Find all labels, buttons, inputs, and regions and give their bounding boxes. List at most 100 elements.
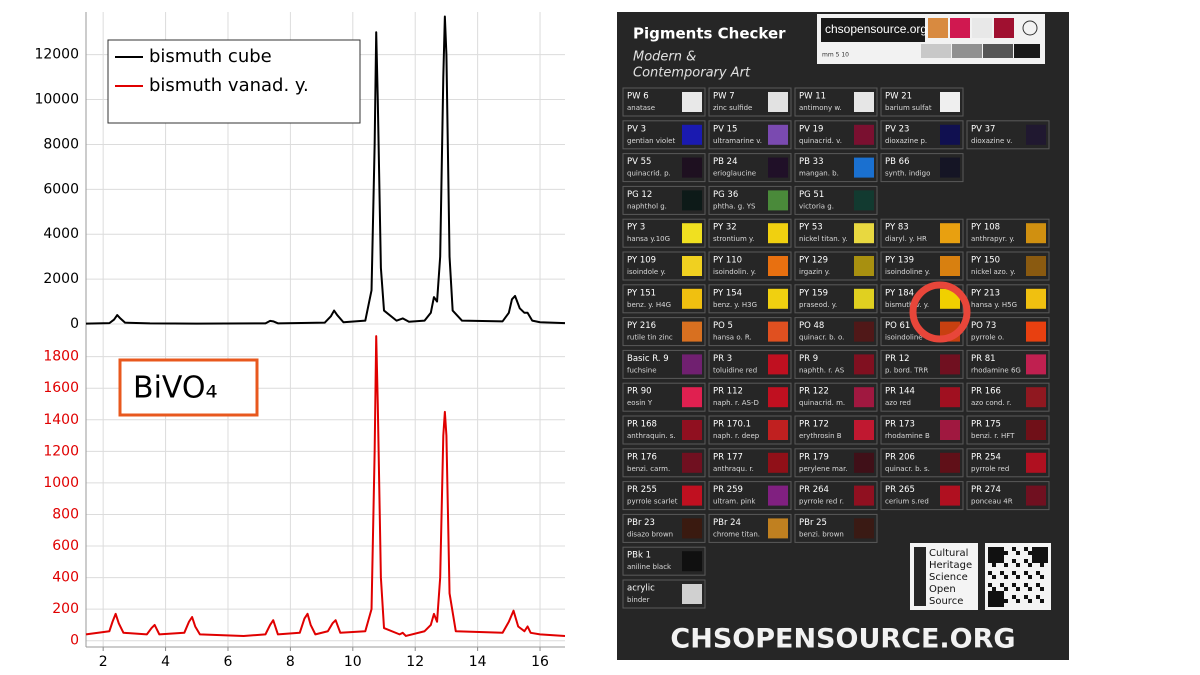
- spectrum-line: [85, 335, 566, 637]
- qr-module: [1004, 587, 1008, 591]
- pigment-code: PR 9: [799, 354, 818, 364]
- qr-module: [1024, 559, 1028, 563]
- qr-module: [988, 595, 992, 599]
- pigment-name: erythrosin B: [799, 432, 842, 440]
- pigment-code: PY 159: [799, 288, 828, 298]
- pigment-cell: [622, 579, 706, 609]
- qr-module: [992, 551, 996, 555]
- pigment-cell: [794, 481, 878, 511]
- pigment-code: PY 109: [627, 256, 656, 266]
- qr-module: [988, 599, 992, 603]
- pigment-cell: [708, 120, 792, 150]
- pigment-code: PY 139: [885, 256, 914, 266]
- pigment-cell: [966, 349, 1050, 379]
- y-tick-label: 400: [52, 570, 79, 586]
- qr-module: [988, 559, 992, 563]
- pigment-swatch: [768, 223, 788, 244]
- pigment-swatch: [682, 92, 702, 112]
- pigment-name: dioxazine v.: [971, 137, 1012, 145]
- brand-word: Science: [929, 572, 968, 583]
- pigment-name: dioxazine p.: [885, 137, 927, 145]
- pigment-swatch: [854, 223, 874, 244]
- qr-module: [1000, 603, 1004, 607]
- annotation-box: [118, 358, 259, 417]
- pigment-swatch: [682, 321, 702, 342]
- pigment-code: PO 73: [971, 321, 996, 331]
- card-subtitle: Contemporary Art: [633, 66, 751, 81]
- pigment-name: benzi. carm.: [627, 465, 670, 473]
- x-tick-label: 14: [469, 654, 487, 670]
- legend-label: bismuth vanad. y.: [149, 75, 309, 96]
- x-tick-label: 16: [531, 654, 549, 670]
- pigment-name: chrome titan.: [713, 530, 760, 538]
- pigment-swatch: [768, 157, 788, 178]
- logo-color: [994, 18, 1014, 38]
- pigment-name: bismuth v. y.: [885, 301, 929, 309]
- pigment-name: naph. r. deep: [713, 432, 760, 440]
- pigment-code: PR 81: [971, 354, 996, 364]
- pigment-swatch: [682, 551, 702, 572]
- pigment-swatch: [854, 518, 874, 539]
- qr-module: [1016, 563, 1020, 567]
- pigment-name: nickel titan. y.: [799, 235, 848, 243]
- qr-module: [988, 603, 992, 607]
- logo-color: [928, 18, 948, 38]
- pigment-name: hansa o. R.: [713, 334, 752, 342]
- pigment-code: PY 53: [799, 223, 823, 233]
- pigment-swatch: [682, 157, 702, 178]
- pigment-name: phtha. g. YS: [713, 202, 756, 210]
- pigment-cell: [966, 251, 1050, 281]
- qr-module: [1028, 563, 1032, 567]
- pigment-swatch: [940, 354, 960, 375]
- pigment-code: PW 11: [799, 92, 826, 102]
- pigment-code: PW 7: [713, 92, 735, 102]
- pigment-swatch: [854, 452, 874, 473]
- logo-color: [950, 18, 970, 38]
- pigment-code: PR 90: [627, 387, 652, 397]
- pigment-code: PR 3: [713, 354, 732, 364]
- pigment-swatch: [682, 387, 702, 408]
- pigment-code: PR 255: [627, 485, 657, 495]
- y-tick-label: 1800: [43, 349, 79, 365]
- pigment-cell: [708, 415, 792, 445]
- qr-module: [996, 555, 1000, 559]
- qr-module: [1000, 547, 1004, 551]
- pigment-cell: [622, 481, 706, 511]
- pigment-code: PY 150: [971, 256, 1000, 266]
- pigment-cell: [794, 284, 878, 314]
- brand-word: Source: [929, 596, 963, 607]
- pigment-swatch: [940, 485, 960, 506]
- pigment-code: PR 166: [971, 387, 1001, 397]
- legend-box: [107, 39, 361, 124]
- pigment-cell: [622, 415, 706, 445]
- pigment-swatch: [854, 420, 874, 440]
- qr-module: [1000, 595, 1004, 599]
- pigment-name: fuchsine: [627, 366, 657, 374]
- qr-module: [1004, 599, 1008, 603]
- scale-label: mm 5 10: [822, 52, 849, 59]
- pigment-name: nickel azo. y.: [971, 268, 1015, 276]
- qr-module: [1036, 595, 1040, 599]
- pigment-swatch: [940, 420, 960, 440]
- brand-bar: [914, 547, 926, 606]
- pigment-code: PBr 25: [799, 518, 827, 528]
- pigment-cell: [622, 382, 706, 412]
- y-tick-label: 12000: [34, 47, 79, 63]
- pigment-cell: [708, 87, 792, 117]
- pigment-name: quinacrid. p.: [627, 170, 671, 178]
- qr-module: [992, 575, 996, 579]
- y-tick-label: 0: [70, 316, 79, 332]
- pigment-name: quinacr. b. o.: [799, 334, 844, 342]
- pigment-swatch: [768, 256, 788, 276]
- pigment-code: PB 24: [713, 157, 737, 167]
- pigment-cell: [622, 87, 706, 117]
- pigment-cell: [794, 317, 878, 347]
- pigment-cell: [880, 349, 964, 379]
- pigment-swatch: [1026, 321, 1046, 342]
- pigment-cell: [880, 87, 964, 117]
- qr-module: [1040, 563, 1044, 567]
- pigment-name: pyrrole o.: [971, 334, 1004, 342]
- pigment-name: rhodamine 6G: [971, 366, 1021, 374]
- pigment-code: PG 12: [627, 190, 652, 200]
